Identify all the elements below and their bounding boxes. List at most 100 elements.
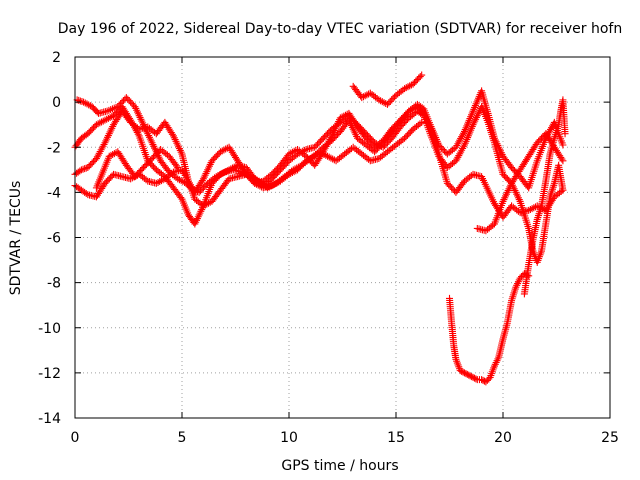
data-point (324, 139, 332, 147)
data-point (557, 187, 565, 195)
data-point (96, 148, 104, 156)
data-point (458, 146, 466, 154)
data-point (108, 172, 116, 180)
data-points (71, 71, 569, 386)
data-point (452, 143, 460, 151)
data-point (219, 169, 227, 177)
data-point (416, 120, 424, 128)
data-point (321, 144, 329, 152)
x-tick-label: 15 (387, 430, 405, 446)
data-point (94, 151, 102, 159)
x-tick-label: 20 (494, 430, 512, 446)
data-point (459, 131, 467, 139)
x-tick-label: 25 (601, 430, 619, 446)
data-point (81, 165, 89, 173)
data-point (543, 132, 551, 140)
data-point (107, 106, 115, 114)
data-point (323, 141, 331, 149)
data-point (456, 150, 464, 158)
series-track-3 (71, 87, 567, 196)
data-point (125, 117, 133, 125)
data-point (190, 187, 198, 195)
y-tick-label: -12 (38, 366, 61, 382)
data-point (457, 134, 465, 142)
data-point (458, 133, 466, 141)
data-point (418, 71, 426, 79)
axis-ticks: 0 5 10 15 20 25 -14 -12 -10 -8 -6 -4 -2 0 2 (38, 50, 619, 446)
series-track-5 (349, 71, 426, 108)
data-point (459, 179, 467, 187)
data-point (546, 127, 554, 135)
data-point (460, 129, 468, 137)
data-point (93, 153, 101, 161)
data-point (326, 135, 334, 143)
y-tick-label: 2 (52, 50, 61, 66)
data-point (77, 166, 85, 174)
data-point (99, 142, 107, 150)
y-tick-label: -8 (47, 276, 61, 292)
chart-title: Day 196 of 2022, Sidereal Day-to-day VTE… (58, 21, 622, 37)
y-tick-label: -6 (47, 231, 61, 247)
data-point (453, 141, 461, 149)
data-point (92, 155, 100, 163)
data-point (159, 171, 167, 179)
data-point (189, 186, 197, 194)
data-point (454, 153, 462, 161)
data-point (79, 165, 87, 173)
data-point (172, 162, 180, 170)
x-axis-label: GPS time / hours (281, 458, 398, 474)
data-point (459, 145, 467, 153)
data-point (327, 134, 335, 142)
y-tick-label: -14 (38, 411, 61, 427)
y-axis-label: SDTVAR / TECUs (8, 181, 24, 296)
series-track-9 (92, 146, 182, 192)
y-tick-label: -10 (38, 321, 61, 337)
data-point (455, 152, 463, 160)
data-point (325, 137, 333, 145)
data-point (418, 118, 426, 126)
data-point (98, 144, 106, 152)
data-point (559, 141, 567, 149)
data-point (95, 149, 103, 157)
data-point (177, 194, 185, 202)
data-point (457, 148, 465, 156)
data-point (452, 157, 460, 165)
data-point (100, 140, 108, 148)
series-track-8 (520, 96, 569, 298)
data-point (97, 146, 105, 154)
data-point (460, 143, 468, 151)
data-point (547, 125, 555, 133)
grid-lines (75, 57, 610, 418)
data-point (453, 155, 461, 163)
data-point (545, 129, 553, 137)
data-point (76, 167, 84, 175)
data-point (561, 130, 569, 138)
y-tick-label: -4 (47, 185, 61, 201)
y-tick-label: 0 (52, 95, 61, 111)
data-point (542, 134, 550, 142)
series-track-6 (446, 270, 533, 386)
data-point (164, 166, 172, 174)
x-tick-label: 0 (71, 430, 80, 446)
data-point (174, 164, 182, 172)
data-point (75, 96, 83, 104)
series-track-7 (473, 161, 567, 266)
data-point (382, 99, 390, 107)
data-point (76, 97, 84, 105)
data-point (322, 142, 330, 150)
data-point (82, 190, 90, 198)
data-point (559, 157, 567, 165)
data-point (456, 136, 464, 144)
data-point (194, 188, 202, 196)
data-point (544, 131, 552, 139)
data-point (454, 140, 462, 148)
data-point (377, 138, 385, 146)
data-point (78, 98, 86, 106)
data-point (416, 73, 424, 81)
x-tick-label: 10 (280, 430, 298, 446)
y-tick-label: -2 (47, 140, 61, 156)
data-point (455, 138, 463, 146)
data-point (558, 155, 566, 163)
data-point (134, 130, 142, 138)
